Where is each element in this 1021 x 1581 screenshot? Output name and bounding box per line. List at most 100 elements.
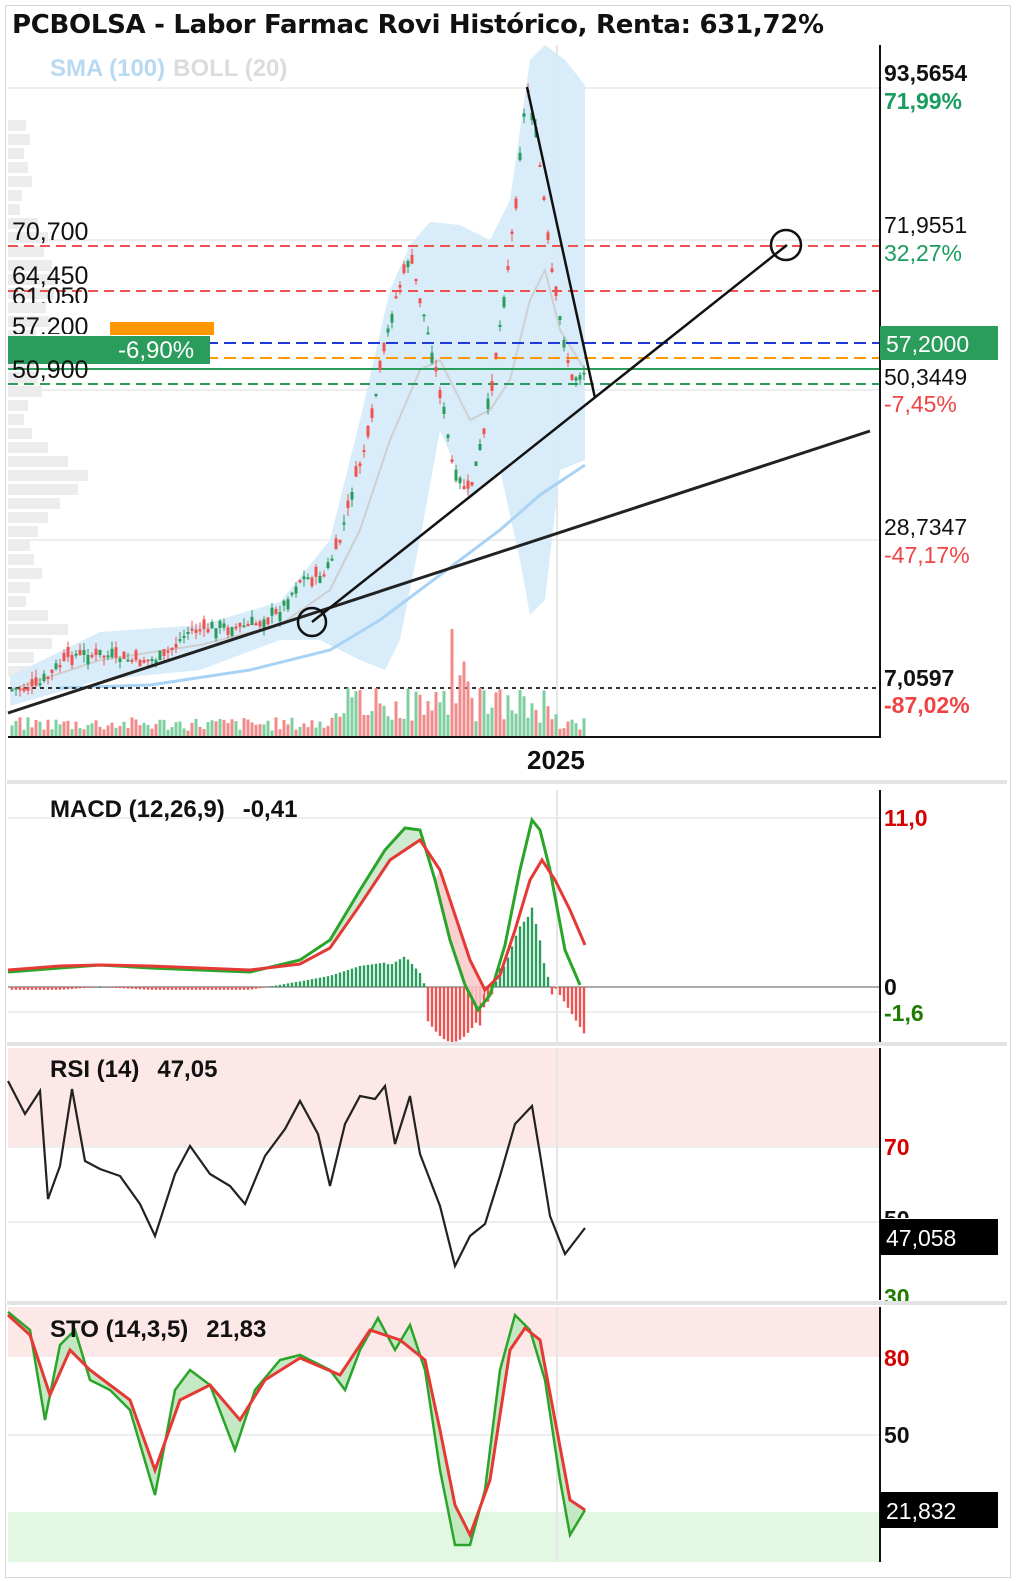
volume-bar [42, 729, 46, 737]
candle-body [358, 463, 362, 467]
volume-bar [310, 720, 314, 737]
volume-profile-bar [8, 274, 58, 285]
macd-histogram-bar [270, 986, 274, 987]
macd-histogram-bar [190, 987, 194, 990]
volume-bar [330, 717, 334, 737]
candle-body [162, 649, 166, 656]
indicator-legend[interactable]: SMA (100) BOLL (20) [50, 55, 287, 83]
last-price-tag: 57,2000 [880, 326, 998, 360]
macd-histogram-bar [114, 987, 118, 988]
macd-histogram-bar [38, 987, 42, 990]
volume-bar [298, 726, 302, 737]
candle-body [494, 353, 498, 358]
boll-legend[interactable]: BOLL (20) [173, 55, 288, 82]
volume-bar [402, 718, 406, 737]
candle-body [194, 629, 198, 633]
macd-histogram-bar [458, 987, 462, 1040]
candle-body [346, 500, 350, 508]
volume-profile-bar [8, 554, 34, 565]
volume-bar [46, 719, 50, 737]
candle-body [394, 296, 398, 299]
macd-histogram-bar [210, 987, 214, 990]
volume-bar [14, 720, 18, 737]
macd-histogram-bar [174, 987, 178, 990]
volume-profile-bar [8, 652, 34, 663]
volume-bar [410, 720, 414, 737]
candle-body [206, 628, 210, 633]
candle-body [254, 623, 258, 626]
sma-legend[interactable]: SMA (100) [50, 55, 166, 82]
candle-body [466, 480, 470, 489]
candle-body [514, 198, 518, 209]
macd-histogram-bar [82, 987, 86, 989]
volume-bar [466, 681, 470, 737]
candle-body [74, 653, 78, 656]
candle-body [286, 599, 290, 610]
volume-bar [462, 661, 466, 737]
macd-histogram-bar [370, 964, 374, 987]
volume-bar [430, 710, 434, 737]
candles [10, 83, 586, 697]
macd-histogram-bar [542, 963, 546, 987]
volume-bar [346, 687, 350, 737]
panel-separator [7, 1042, 1007, 1046]
macd-histogram-bar [126, 987, 130, 989]
candle-body [42, 673, 46, 681]
macd-histogram-bar [538, 940, 542, 987]
candle-body [270, 607, 274, 616]
volume-bar [390, 719, 394, 737]
candle-body [94, 648, 98, 655]
macd-histogram-bar [202, 987, 206, 990]
trend-lines[interactable] [7, 86, 871, 715]
macd-histogram-bar [390, 964, 394, 987]
volume-profile-bar [8, 218, 38, 229]
sto-label: STO (14,3,5) 21,83 [50, 1316, 267, 1343]
candle-body [178, 639, 182, 642]
candle-body [582, 372, 586, 375]
volume-bar [242, 718, 246, 737]
macd-histogram-bar [130, 987, 134, 989]
volume-profile-bar [8, 400, 28, 411]
candle-body [26, 687, 30, 691]
volume-bar [522, 696, 526, 737]
macd-histogram-bar [154, 987, 158, 990]
axis-price: 28,7347 [884, 514, 968, 540]
macd-histogram-bar [510, 946, 514, 987]
candle-body [234, 626, 238, 629]
volume-profile-bar [8, 484, 78, 495]
macd-histogram-bar [46, 987, 50, 990]
volume-bar [370, 711, 374, 737]
candle-body [462, 486, 466, 489]
candle-body [102, 655, 106, 658]
macd-histogram-bar [150, 987, 154, 990]
volume-profile-bar [8, 456, 68, 467]
volume-bar [174, 722, 178, 737]
candle-body [298, 580, 302, 583]
volume-profile-bar [8, 624, 68, 635]
volume-bar [146, 724, 150, 737]
candle-body [434, 366, 438, 372]
macd-histogram-bar [578, 987, 582, 1027]
volume-bar [450, 629, 454, 737]
volume-profile-bar [8, 638, 52, 649]
macd-histogram-bar [10, 987, 14, 990]
macd-histogram-bar [554, 987, 558, 989]
macd-histogram-bar [494, 981, 498, 987]
candle-body [170, 648, 174, 650]
macd-histogram-bar [558, 987, 562, 995]
level-label: 50,900 [12, 356, 89, 384]
macd-histogram-bar [366, 964, 370, 987]
macd-histogram-bar [426, 987, 430, 1022]
candle-body [506, 266, 510, 270]
volume-bar [274, 717, 278, 737]
macd-histogram-bar [254, 987, 258, 989]
candle-body [54, 663, 58, 669]
candle-body [326, 562, 330, 568]
macd-histogram-bar [238, 987, 242, 990]
macd-histogram-bar [482, 987, 486, 1008]
volume-bar [154, 723, 158, 737]
candle-body [498, 325, 502, 327]
candle-body [350, 492, 354, 500]
volume-bar [54, 719, 58, 737]
